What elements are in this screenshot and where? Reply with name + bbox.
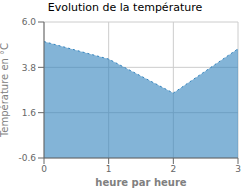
svg-text:2: 2 — [170, 164, 176, 174]
svg-text:1.6: 1.6 — [22, 108, 37, 118]
svg-text:-0.6: -0.6 — [18, 153, 36, 163]
svg-text:heure par heure: heure par heure — [95, 177, 186, 188]
html-text:Evolution de la température: Evolution de la température — [47, 1, 203, 14]
svg-text:3.8: 3.8 — [22, 63, 37, 73]
svg-text:3: 3 — [235, 164, 241, 174]
svg-text:6.0: 6.0 — [22, 17, 37, 27]
svg-text:Température en °C: Température en °C — [8, 43, 10, 138]
svg-text:0: 0 — [41, 164, 47, 174]
svg-text:1: 1 — [106, 164, 112, 174]
